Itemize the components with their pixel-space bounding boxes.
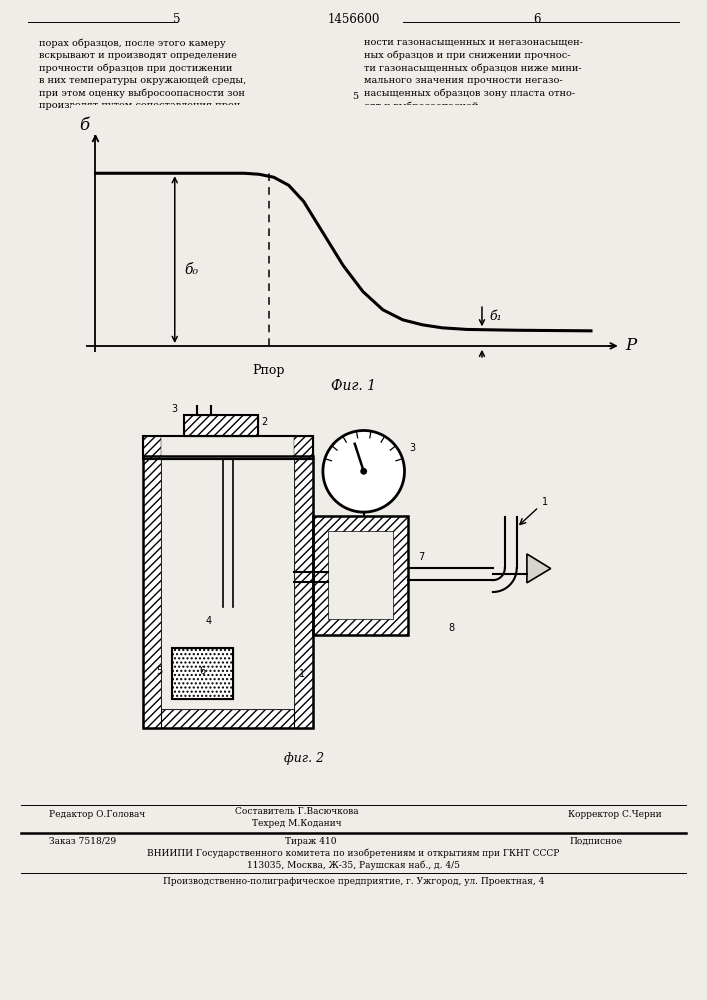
Text: 6: 6 bbox=[199, 666, 205, 676]
Text: Редактор О.Головач: Редактор О.Головач bbox=[49, 810, 146, 819]
Text: Подписное: Подписное bbox=[569, 837, 622, 846]
Bar bbox=[184, 415, 258, 436]
Text: ности газонасыщенных и негазонасыщен-
ных образцов и при снижении прочнос-
ти га: ности газонасыщенных и негазонасыщен- ны… bbox=[364, 38, 583, 111]
Bar bbox=[143, 436, 312, 459]
Text: Рпор: Рпор bbox=[252, 364, 285, 377]
Text: 6: 6 bbox=[534, 13, 541, 26]
Text: Техред М.Коданич: Техред М.Коданич bbox=[252, 819, 341, 828]
Text: Заказ 7518/29: Заказ 7518/29 bbox=[49, 837, 117, 846]
Text: 2: 2 bbox=[262, 417, 268, 427]
Text: фиг. 2: фиг. 2 bbox=[284, 752, 324, 765]
Text: ВНИИПИ Государственного комитета по изобретениям и открытиям при ГКНТ СССР: ВНИИПИ Государственного комитета по изоб… bbox=[147, 849, 560, 858]
Bar bbox=[143, 436, 312, 459]
Text: Фиг. 1: Фиг. 1 bbox=[331, 379, 376, 393]
Text: Составитель Г.Васючкова: Составитель Г.Васючкова bbox=[235, 807, 358, 816]
Bar bbox=[143, 709, 312, 728]
Text: 3: 3 bbox=[409, 443, 416, 453]
Text: 113035, Москва, Ж-35, Раушская наб., д. 4/5: 113035, Москва, Ж-35, Раушская наб., д. … bbox=[247, 861, 460, 870]
Bar bbox=[143, 456, 161, 728]
Circle shape bbox=[323, 430, 404, 512]
Bar bbox=[312, 516, 408, 635]
Text: порах образцов, после этого камеру
вскрывают и производят определение
прочности : порах образцов, после этого камеру вскры… bbox=[39, 38, 246, 110]
Bar bbox=[184, 415, 258, 436]
Text: 5: 5 bbox=[353, 92, 358, 101]
Text: Р: Р bbox=[625, 337, 636, 354]
Bar bbox=[143, 456, 312, 728]
Text: Тираж 410: Тираж 410 bbox=[286, 837, 337, 846]
Text: б₁: б₁ bbox=[489, 310, 502, 323]
Bar bbox=[328, 531, 392, 619]
Bar bbox=[161, 436, 294, 459]
Text: 5: 5 bbox=[156, 666, 163, 676]
Bar bbox=[161, 459, 294, 709]
Text: 8: 8 bbox=[449, 623, 455, 633]
Text: б₀: б₀ bbox=[185, 263, 199, 277]
Text: 1: 1 bbox=[299, 669, 305, 679]
Text: Корректор С.Черни: Корректор С.Черни bbox=[568, 810, 662, 819]
Text: б: б bbox=[79, 117, 90, 134]
Circle shape bbox=[361, 469, 366, 474]
Text: 5: 5 bbox=[173, 13, 180, 26]
Text: 4: 4 bbox=[206, 616, 211, 626]
Text: 1456600: 1456600 bbox=[327, 13, 380, 26]
Bar bbox=[312, 516, 408, 635]
Bar bbox=[294, 456, 312, 728]
Bar bbox=[172, 648, 233, 699]
Text: Производственно-полиграфическое предприятие, г. Ужгород, ул. Проектная, 4: Производственно-полиграфическое предприя… bbox=[163, 877, 544, 886]
Bar bbox=[172, 648, 233, 699]
Polygon shape bbox=[527, 554, 551, 583]
Text: 3: 3 bbox=[172, 404, 177, 414]
Text: 7: 7 bbox=[418, 552, 424, 562]
Text: 1: 1 bbox=[542, 497, 549, 507]
